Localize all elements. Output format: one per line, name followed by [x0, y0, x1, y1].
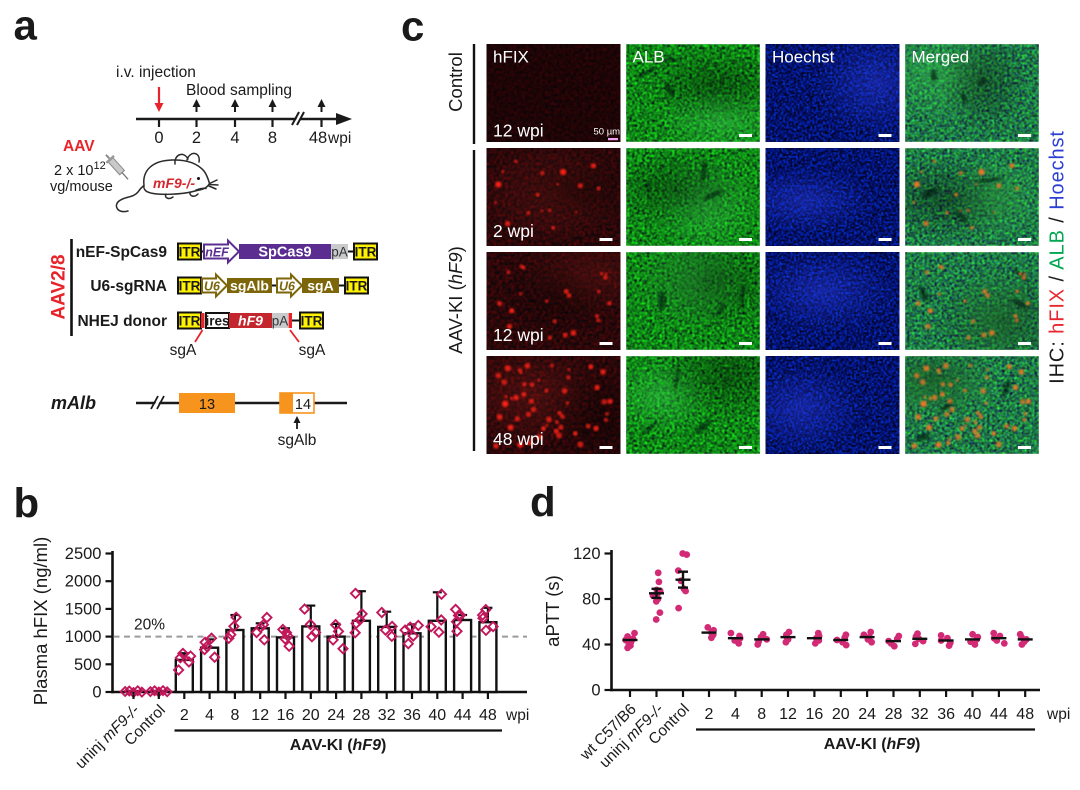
svg-text:Blood sampling: Blood sampling [186, 82, 292, 99]
svg-text:wpi: wpi [1046, 706, 1070, 723]
svg-text:40: 40 [582, 636, 600, 654]
svg-text:20: 20 [302, 707, 320, 724]
svg-text:24: 24 [327, 707, 345, 724]
svg-text:12: 12 [251, 707, 269, 724]
svg-text:ITR: ITR [179, 245, 201, 260]
svg-text:ITR: ITR [355, 245, 377, 260]
svg-text:Control: Control [445, 52, 466, 112]
svg-text:36: 36 [403, 707, 421, 724]
svg-text:32: 32 [911, 706, 929, 723]
svg-text:AAV: AAV [63, 138, 95, 155]
svg-text:U6: U6 [279, 279, 296, 293]
svg-text:12: 12 [779, 706, 797, 723]
svg-text:4: 4 [230, 129, 239, 147]
svg-text:nEF: nEF [205, 245, 229, 259]
svg-text:ITR: ITR [301, 314, 323, 329]
svg-text:120: 120 [573, 545, 601, 563]
svg-text:2 wpi: 2 wpi [493, 221, 534, 241]
svg-text:48: 48 [479, 707, 497, 724]
svg-text:2: 2 [192, 129, 201, 147]
svg-text:12 wpi: 12 wpi [493, 121, 544, 141]
svg-text:NHEJ donor: NHEJ donor [77, 313, 167, 330]
svg-text:AAV-KI (hF9): AAV-KI (hF9) [445, 246, 466, 354]
svg-text:32: 32 [378, 707, 396, 724]
svg-text:4: 4 [205, 707, 214, 724]
svg-text:20%: 20% [134, 617, 165, 634]
svg-text:vg/mouse: vg/mouse [50, 179, 113, 195]
svg-text:24: 24 [858, 706, 876, 723]
svg-text:40: 40 [428, 707, 446, 724]
svg-text:500: 500 [74, 656, 102, 674]
svg-text:80: 80 [582, 591, 600, 609]
svg-text:sgAlb: sgAlb [230, 278, 269, 294]
svg-text:8: 8 [757, 706, 766, 723]
svg-text:20: 20 [832, 706, 850, 723]
svg-text:16: 16 [806, 706, 824, 723]
svg-text:IHC: hFIX / ALB / Hoechst: IHC: hFIX / ALB / Hoechst [1047, 130, 1069, 384]
svg-text:48: 48 [1016, 706, 1034, 723]
svg-text:sgA: sgA [170, 342, 197, 359]
svg-text:sgA: sgA [299, 342, 326, 359]
svg-text:mF9-/-: mF9-/- [153, 175, 195, 191]
svg-text:mAlb: mAlb [51, 393, 96, 413]
svg-text:a: a [14, 2, 38, 49]
svg-text:AAV-KI (hF9): AAV-KI (hF9) [290, 737, 387, 754]
svg-text:40: 40 [964, 706, 982, 723]
svg-text:0: 0 [92, 684, 101, 702]
svg-text:ITR: ITR [179, 279, 201, 294]
svg-text:aPTT (s): aPTT (s) [542, 575, 563, 647]
svg-text:12 wpi: 12 wpi [493, 325, 544, 345]
svg-text:U6-sgRNA: U6-sgRNA [90, 278, 167, 295]
svg-text:hF9: hF9 [238, 313, 263, 329]
svg-text:ALB: ALB [633, 48, 665, 67]
svg-text:2500: 2500 [65, 545, 102, 563]
svg-text:U6: U6 [204, 279, 221, 293]
svg-text:AAV2/8: AAV2/8 [49, 254, 70, 319]
svg-text:16: 16 [277, 707, 295, 724]
svg-text:28: 28 [353, 707, 371, 724]
svg-text:d: d [530, 479, 556, 526]
svg-text:14: 14 [295, 397, 311, 413]
svg-text:2: 2 [705, 706, 714, 723]
svg-text:0: 0 [154, 129, 163, 147]
svg-text:13: 13 [199, 397, 215, 413]
svg-text:sgA: sgA [307, 278, 333, 294]
svg-text:36: 36 [937, 706, 955, 723]
svg-text:Plasma hFIX (ng/ml): Plasma hFIX (ng/ml) [30, 537, 51, 706]
svg-text:b: b [14, 480, 40, 527]
svg-text:44: 44 [454, 707, 472, 724]
svg-text:48: 48 [309, 129, 327, 147]
svg-text:0: 0 [591, 682, 600, 700]
svg-text:1500: 1500 [65, 600, 102, 618]
svg-text:2000: 2000 [65, 573, 102, 591]
svg-text:44: 44 [990, 706, 1008, 723]
svg-text:pA: pA [331, 245, 348, 260]
svg-text:2: 2 [180, 707, 189, 724]
svg-text:i.v. injection: i.v. injection [116, 64, 196, 81]
svg-text:wpi: wpi [327, 130, 351, 147]
svg-text:1000: 1000 [65, 628, 102, 646]
svg-text:8: 8 [230, 707, 239, 724]
svg-text:50 µm: 50 µm [594, 127, 621, 138]
svg-text:nEF-SpCas9: nEF-SpCas9 [76, 244, 168, 261]
svg-text:hFIX: hFIX [493, 48, 529, 67]
svg-text:sgAlb: sgAlb [278, 432, 317, 449]
svg-text:SpCas9: SpCas9 [258, 245, 311, 261]
svg-text:2 x 1012: 2 x 1012 [54, 160, 106, 179]
svg-text:wpi: wpi [505, 707, 529, 724]
svg-text:48 wpi: 48 wpi [493, 429, 544, 449]
svg-text:AAV-KI (hF9): AAV-KI (hF9) [824, 736, 921, 753]
svg-text:ITR: ITR [346, 279, 368, 294]
svg-text:28: 28 [885, 706, 903, 723]
svg-text:4: 4 [731, 706, 740, 723]
svg-text:Hoechst: Hoechst [772, 48, 835, 67]
svg-text:c: c [401, 3, 424, 50]
svg-text:ITR: ITR [179, 314, 201, 329]
svg-text:8: 8 [268, 129, 277, 147]
svg-text:pA: pA [272, 314, 289, 329]
svg-text:ires: ires [205, 314, 229, 329]
svg-text:Merged: Merged [912, 48, 970, 67]
